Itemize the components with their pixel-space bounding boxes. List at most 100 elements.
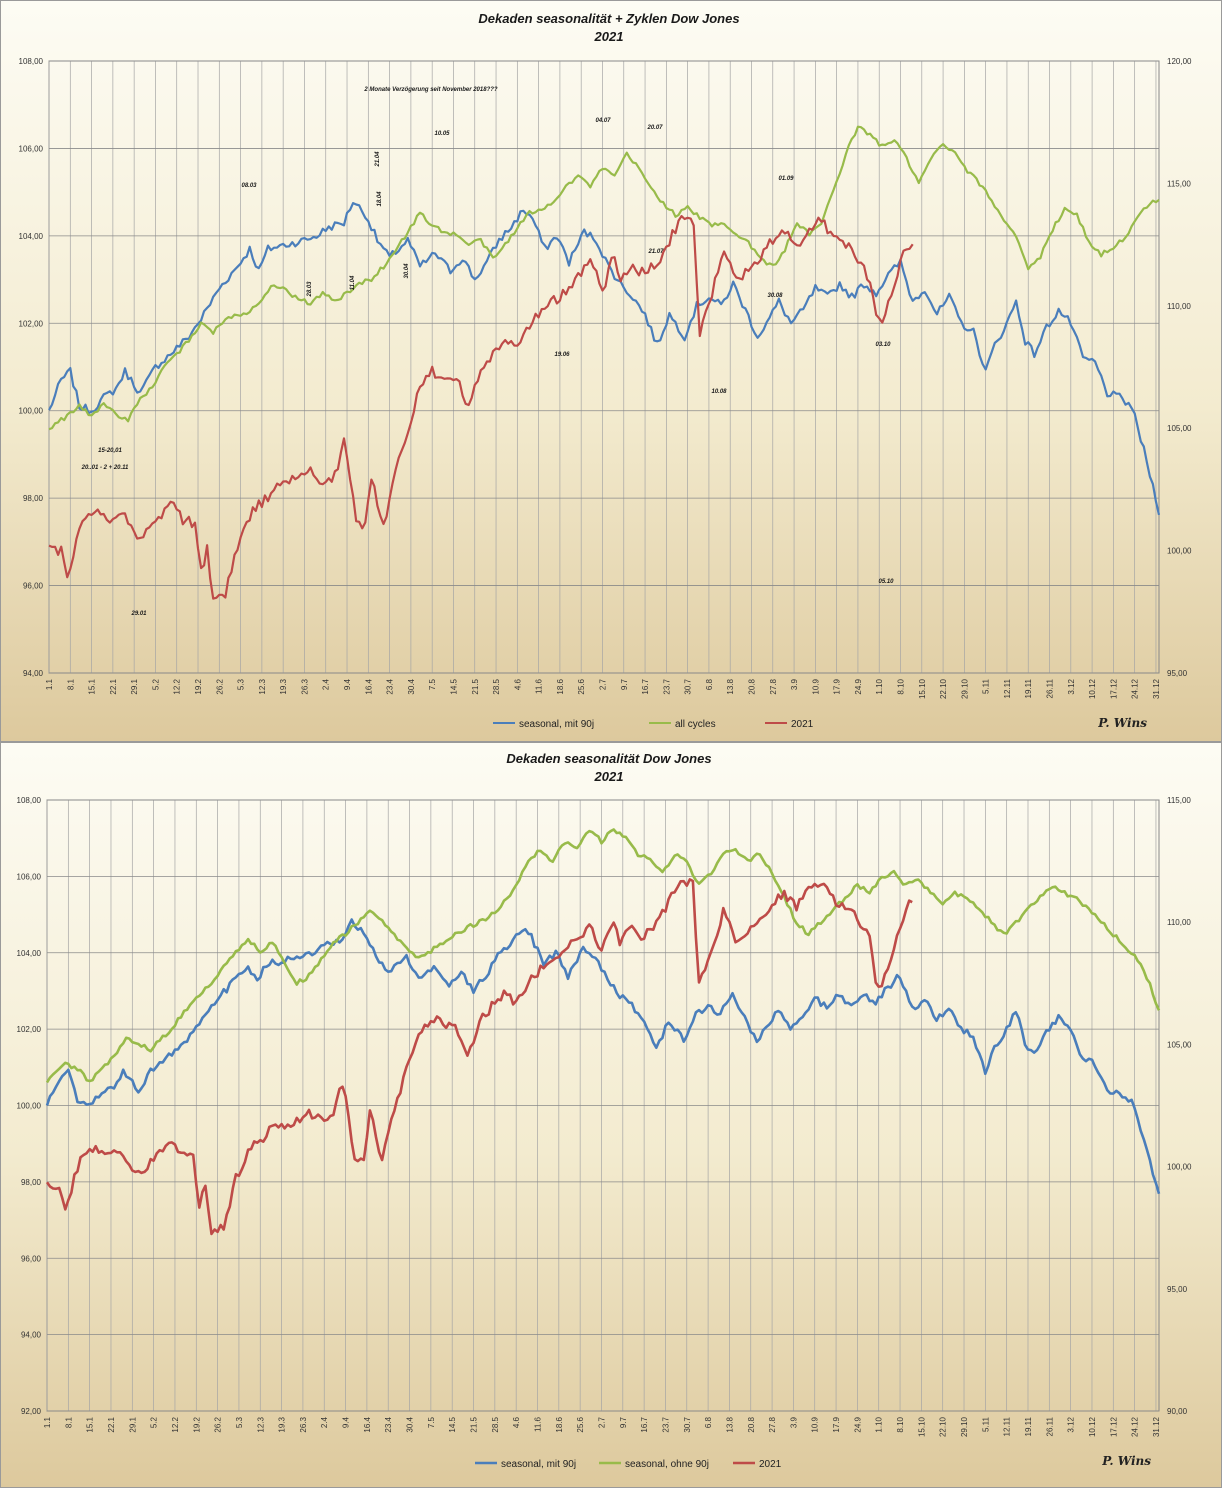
x-tick-label: 5.3 (237, 678, 246, 690)
series-line-2021 (48, 215, 914, 600)
x-tick-label: 17.12 (1109, 1416, 1118, 1437)
x-tick-label: 9.7 (620, 678, 629, 690)
x-tick-label: 18.6 (556, 678, 565, 694)
x-tick-label: 19.3 (279, 678, 288, 694)
x-tick-label: 25.6 (576, 1416, 585, 1432)
x-tick-label: 29.10 (960, 1416, 969, 1437)
series-line-all-cycles (48, 125, 1160, 431)
x-tick-label: 24.12 (1131, 678, 1140, 699)
x-tick-label: 12.11 (1003, 678, 1012, 698)
annotation-label: 21.04 (375, 151, 381, 168)
y-tick-left: 94,00 (21, 1331, 42, 1340)
x-tick-label: 13.8 (725, 1416, 734, 1432)
x-tick-label: 5.3 (235, 1416, 244, 1428)
x-tick-label: 25.6 (577, 678, 586, 694)
x-tick-label: 8.1 (64, 1416, 73, 1428)
x-tick-label: 14.5 (449, 678, 458, 694)
x-tick-label: 15.10 (917, 1416, 926, 1437)
chart-background (1, 743, 1221, 1487)
x-tick-label: 28.5 (492, 678, 501, 694)
x-tick-label: 9.4 (343, 678, 352, 690)
legend-label-2021: 2021 (791, 719, 814, 730)
x-tick-label: 6.8 (704, 1416, 713, 1428)
legend-label-seasonal: seasonal, mit 90j (519, 719, 594, 730)
y-tick-right: 105,00 (1167, 1040, 1192, 1049)
x-tick-label: 11.6 (533, 1416, 542, 1432)
y-tick-right: 100,00 (1167, 547, 1192, 556)
x-tick-label: 4.6 (513, 678, 522, 690)
y-tick-right: 95,00 (1167, 1285, 1188, 1294)
x-tick-label: 22.10 (939, 678, 948, 699)
annotation-label: 19.06 (554, 352, 570, 358)
x-tick-label: 27.8 (768, 1416, 777, 1432)
x-tick-label: 3.12 (1067, 1416, 1076, 1432)
x-tick-label: 8.10 (897, 678, 906, 694)
x-tick-label: 2.4 (322, 678, 331, 690)
x-tick-label: 8.1 (66, 678, 75, 690)
x-tick-label: 13.8 (726, 678, 735, 694)
x-tick-label: 1.1 (43, 1416, 52, 1428)
x-tick-label: 23.7 (661, 1416, 670, 1432)
x-tick-label: 5.11 (981, 1416, 990, 1432)
y-tick-right: 95,00 (1167, 669, 1188, 678)
y-tick-left: 104,00 (17, 949, 42, 958)
annotation-label: 15-20,01 (98, 448, 122, 454)
y-tick-left: 104,00 (19, 232, 44, 241)
x-tick-label: 26.2 (214, 1416, 223, 1432)
x-tick-label: 21.5 (471, 678, 480, 694)
x-tick-label: 1.10 (875, 1416, 884, 1432)
annotation-label: 20..01 - 2 + 20.11 (81, 465, 129, 471)
x-tick-label: 5.2 (151, 678, 160, 690)
x-tick-label: 15.1 (88, 678, 97, 694)
x-tick-label: 26.2 (215, 678, 224, 694)
x-tick-label: 14.5 (448, 1416, 457, 1432)
x-tick-label: 23.4 (386, 678, 395, 694)
x-tick-label: 1.1 (45, 678, 54, 690)
x-tick-label: 12.3 (258, 678, 267, 694)
x-tick-label: 5.2 (150, 1416, 159, 1428)
y-tick-right: 100,00 (1167, 1163, 1192, 1172)
x-tick-label: 16.4 (363, 1416, 372, 1432)
x-tick-label: 20.8 (747, 678, 756, 694)
x-tick-label: 12.2 (171, 1416, 180, 1432)
x-tick-label: 19.3 (278, 1416, 287, 1432)
x-tick-label: 29.1 (128, 1416, 137, 1432)
annotation-label: 28.03 (307, 281, 313, 298)
x-tick-label: 15.1 (86, 1416, 95, 1432)
y-tick-right: 115,00 (1167, 179, 1191, 188)
x-tick-label: 19.11 (1024, 1416, 1033, 1436)
x-tick-label: 19.11 (1024, 678, 1033, 698)
plot-area: 1.1 8.1 15.1 22.1 29.1 5.2 12.2 19.2 26.2 5.3 12.3… (19, 57, 1192, 699)
annotation-label: 03.10 (875, 342, 891, 348)
x-tick-label: 31.12 (1152, 678, 1161, 699)
x-tick-label: 21.5 (470, 1416, 479, 1432)
x-tick-label: 4.6 (512, 1416, 521, 1428)
x-tick-label: 29.10 (960, 678, 969, 699)
y-tick-right: 110,00 (1167, 918, 1191, 927)
series-line-2021 (45, 878, 913, 1236)
x-tick-label: 9.4 (342, 1416, 351, 1428)
y-tick-right: 90,00 (1167, 1407, 1188, 1416)
y-tick-left: 102,00 (17, 1025, 42, 1034)
y-tick-left: 108,00 (19, 57, 44, 66)
x-tick-label: 11.6 (535, 678, 544, 694)
chart-title: Dekaden seasonalität Dow Jones (506, 751, 711, 766)
y-tick-right: 105,00 (1167, 424, 1192, 433)
x-tick-label: 3.9 (790, 678, 799, 690)
chart-title: Dekaden seasonalität + Zyklen Dow Jones (478, 11, 739, 26)
annotation-label: 30.08 (767, 293, 783, 299)
y-tick-right: 115,00 (1167, 796, 1191, 805)
x-tick-label: 6.8 (705, 678, 714, 690)
x-tick-label: 17.9 (832, 1416, 841, 1432)
x-tick-label: 30.4 (406, 1416, 415, 1432)
legend-label-2021: 2021 (759, 1459, 782, 1470)
x-tick-label: 22.1 (109, 678, 118, 694)
annotation-label: 20.07 (646, 125, 663, 131)
chart-panel-seasonal: Dekaden seasonalität Dow Jones 2021 1.1 8… (0, 742, 1222, 1488)
annotation-label: 10.08 (711, 389, 727, 395)
x-tick-label: 9.7 (619, 1416, 628, 1428)
x-tick-label: 22.10 (939, 1416, 948, 1437)
y-tick-left: 98,00 (23, 494, 44, 503)
x-tick-label: 17.9 (833, 678, 842, 694)
x-tick-label: 8.10 (896, 1416, 905, 1432)
